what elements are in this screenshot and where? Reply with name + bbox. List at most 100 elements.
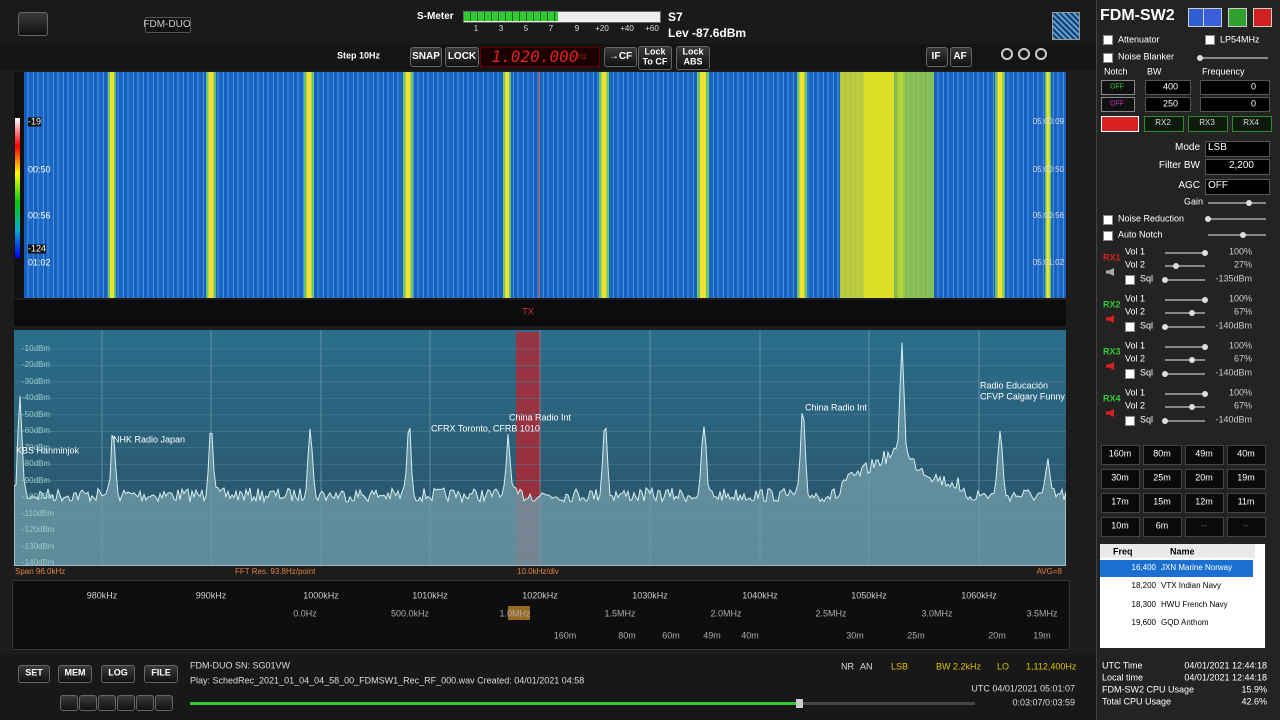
slider-knob[interactable] bbox=[1239, 232, 1246, 238]
band-button[interactable] bbox=[1185, 445, 1224, 465]
vol1-slider[interactable] bbox=[1165, 250, 1208, 256]
vol2-slider[interactable] bbox=[1165, 263, 1205, 269]
band-button[interactable] bbox=[1185, 469, 1224, 489]
slider-knob[interactable] bbox=[1245, 200, 1252, 206]
slider-knob[interactable] bbox=[1202, 250, 1208, 256]
sql-slider[interactable] bbox=[1162, 371, 1205, 377]
checkbox[interactable] bbox=[1125, 275, 1135, 285]
transport-button[interactable] bbox=[117, 695, 135, 711]
rx-button[interactable] bbox=[1188, 116, 1228, 132]
vol2-slider[interactable] bbox=[1165, 357, 1205, 363]
function-button[interactable] bbox=[18, 665, 50, 683]
rx-button[interactable] bbox=[1144, 116, 1184, 132]
transport-button[interactable] bbox=[60, 695, 78, 711]
slider-knob[interactable] bbox=[1162, 277, 1168, 283]
checkbox[interactable] bbox=[1103, 53, 1113, 63]
slider-knob[interactable] bbox=[1202, 391, 1208, 397]
zoom-icon[interactable] bbox=[1018, 48, 1030, 60]
notch-toggle[interactable] bbox=[1101, 80, 1135, 95]
speaker-icon[interactable] bbox=[1106, 268, 1114, 276]
slider-knob[interactable] bbox=[1188, 310, 1195, 316]
band-button[interactable] bbox=[1101, 469, 1140, 489]
function-button[interactable] bbox=[144, 665, 178, 683]
lock-button[interactable] bbox=[445, 47, 479, 67]
vol2-slider[interactable] bbox=[1165, 310, 1205, 316]
function-button[interactable] bbox=[101, 665, 135, 683]
slider-knob[interactable] bbox=[1172, 263, 1179, 269]
speaker-icon[interactable] bbox=[1106, 409, 1114, 417]
band-button[interactable] bbox=[1185, 517, 1224, 537]
vol1-slider[interactable] bbox=[1165, 344, 1208, 350]
transport-button[interactable] bbox=[136, 695, 154, 711]
vol2-slider[interactable] bbox=[1165, 404, 1205, 410]
zoom-icon[interactable] bbox=[1001, 48, 1013, 60]
checkbox[interactable] bbox=[1103, 231, 1113, 241]
af-button[interactable] bbox=[950, 47, 972, 67]
lock_abs-button[interactable] bbox=[676, 46, 710, 70]
function-button[interactable] bbox=[58, 665, 92, 683]
slider-knob[interactable] bbox=[1162, 371, 1168, 377]
checkbox[interactable] bbox=[1205, 35, 1215, 45]
rx1-button[interactable] bbox=[1101, 116, 1139, 132]
window-button[interactable] bbox=[1228, 8, 1247, 27]
notch-bw[interactable] bbox=[1145, 97, 1191, 112]
slider-knob[interactable] bbox=[1205, 216, 1211, 222]
checkbox[interactable] bbox=[1103, 215, 1113, 225]
lock_to_cf-button[interactable] bbox=[638, 46, 672, 70]
notch-bw[interactable] bbox=[1145, 80, 1191, 95]
band-button[interactable] bbox=[1227, 493, 1266, 513]
checkbox[interactable] bbox=[1125, 416, 1135, 426]
band-button[interactable] bbox=[1185, 493, 1224, 513]
checkbox[interactable] bbox=[1125, 369, 1135, 379]
sql-slider[interactable] bbox=[1162, 324, 1205, 330]
slider-knob[interactable] bbox=[1188, 404, 1195, 410]
zoom-icon[interactable] bbox=[1035, 48, 1047, 60]
band-button[interactable] bbox=[1143, 445, 1182, 465]
band-button[interactable] bbox=[1143, 517, 1182, 537]
transport-button[interactable] bbox=[98, 695, 116, 711]
window-button[interactable] bbox=[1253, 8, 1272, 27]
band-button[interactable] bbox=[1143, 469, 1182, 489]
progress-knob[interactable] bbox=[796, 699, 803, 708]
slider-knob[interactable] bbox=[1162, 324, 1168, 330]
band-button[interactable] bbox=[1227, 469, 1266, 489]
slider-knob[interactable] bbox=[1197, 55, 1203, 61]
agc-field[interactable] bbox=[1205, 179, 1270, 195]
band-button[interactable] bbox=[1101, 445, 1140, 465]
vol1-slider[interactable] bbox=[1165, 297, 1208, 303]
rx-button[interactable] bbox=[1232, 116, 1272, 132]
slider-knob[interactable] bbox=[1188, 357, 1195, 363]
sql-slider[interactable] bbox=[1162, 418, 1205, 424]
to_cf-button[interactable] bbox=[604, 47, 637, 67]
band-button[interactable] bbox=[1101, 517, 1140, 537]
nr-slider[interactable] bbox=[1205, 216, 1266, 222]
slider-knob[interactable] bbox=[1162, 418, 1168, 424]
transport-button[interactable] bbox=[155, 695, 173, 711]
checkbox[interactable] bbox=[1103, 35, 1113, 45]
vol1-slider[interactable] bbox=[1165, 391, 1208, 397]
gain-slider[interactable] bbox=[1208, 200, 1266, 206]
nb-slider[interactable] bbox=[1197, 55, 1268, 61]
if-button[interactable] bbox=[926, 47, 948, 67]
mode-field[interactable] bbox=[1205, 141, 1270, 157]
snap-button[interactable] bbox=[410, 47, 442, 67]
an-slider[interactable] bbox=[1208, 232, 1266, 238]
checkbox[interactable] bbox=[1125, 322, 1135, 332]
slider-knob[interactable] bbox=[1202, 344, 1208, 350]
window-button[interactable] bbox=[1203, 8, 1222, 27]
slider-knob[interactable] bbox=[1202, 297, 1208, 303]
settings-icon[interactable] bbox=[1052, 12, 1080, 40]
speaker-icon[interactable] bbox=[1106, 362, 1114, 370]
band-button[interactable] bbox=[1227, 517, 1266, 537]
band-button[interactable] bbox=[1101, 493, 1140, 513]
band-button[interactable] bbox=[1143, 493, 1182, 513]
band-button[interactable] bbox=[1227, 445, 1266, 465]
speaker-icon[interactable] bbox=[1106, 315, 1114, 323]
notch-freq[interactable] bbox=[1200, 80, 1270, 95]
speaker-button[interactable] bbox=[18, 12, 48, 36]
transport-button[interactable] bbox=[79, 695, 97, 711]
filter-field[interactable] bbox=[1205, 159, 1270, 175]
notch-toggle[interactable] bbox=[1101, 97, 1135, 112]
sql-slider[interactable] bbox=[1162, 277, 1205, 283]
notch-freq[interactable] bbox=[1200, 97, 1270, 112]
